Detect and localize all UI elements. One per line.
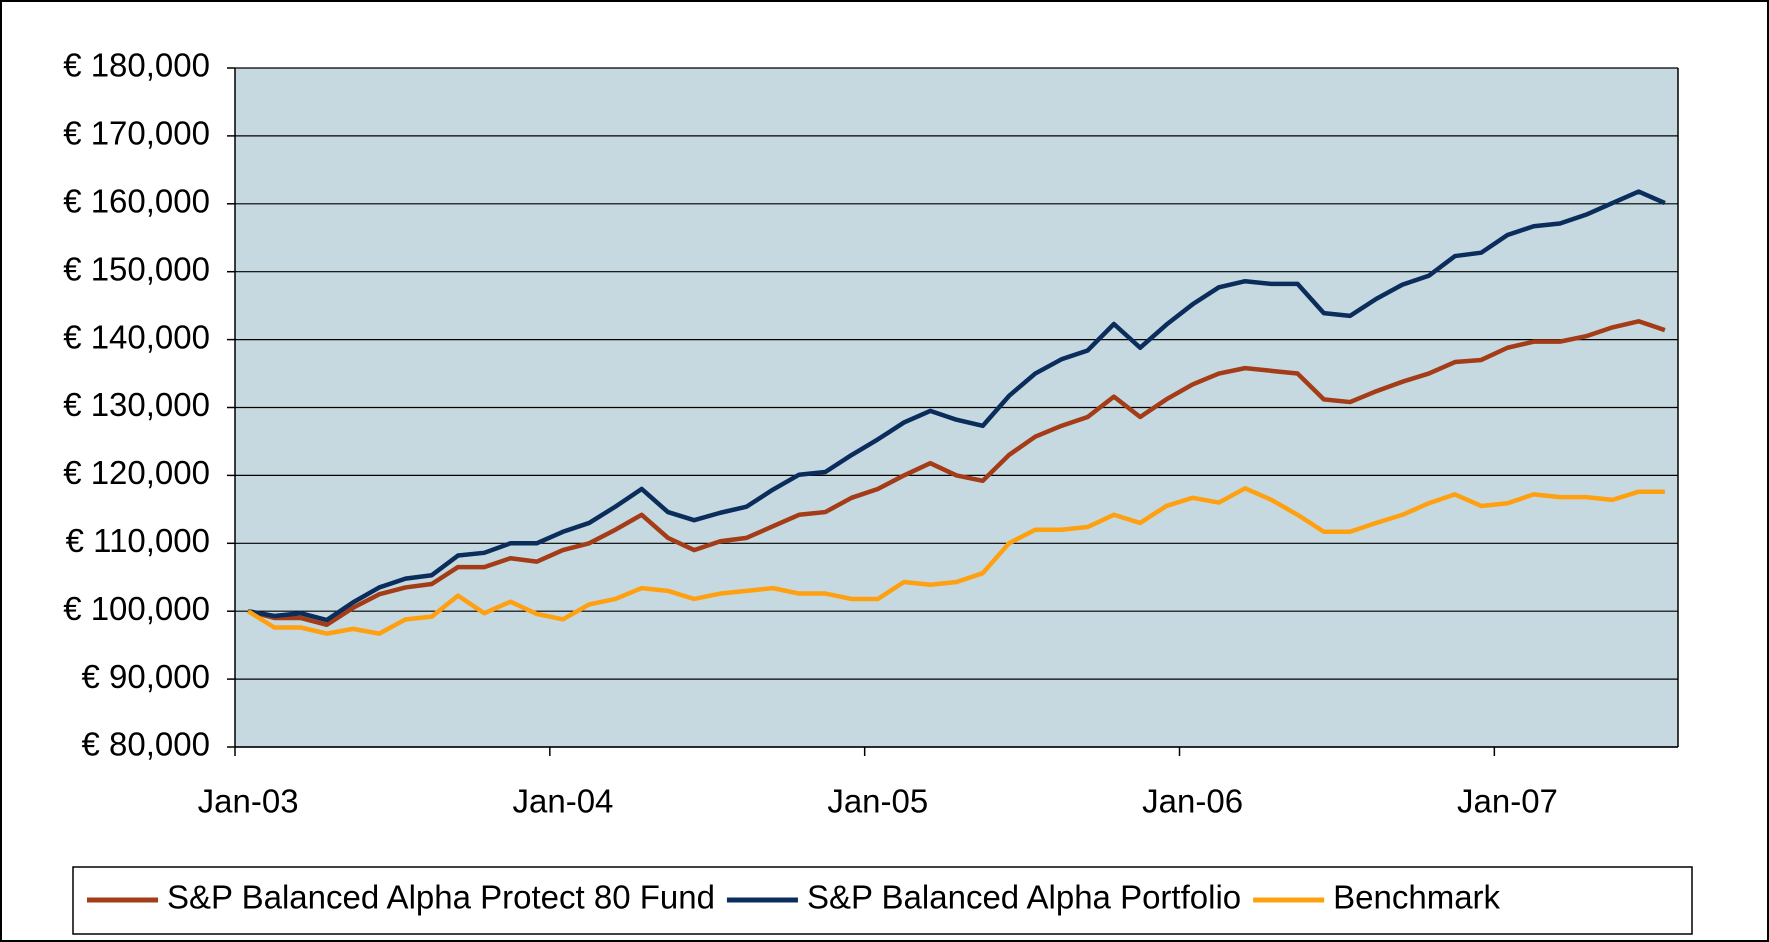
y-tick-label: € 140,000 xyxy=(63,318,210,355)
y-tick-label: € 150,000 xyxy=(63,250,210,287)
legend-label: S&P Balanced Alpha Portfolio xyxy=(807,879,1241,916)
x-tick-label: Jan-07 xyxy=(1457,783,1558,820)
y-tick-label: € 90,000 xyxy=(82,658,210,695)
x-tick-label: Jan-04 xyxy=(513,783,614,820)
y-tick-label: € 100,000 xyxy=(63,590,210,627)
x-tick-label: Jan-06 xyxy=(1142,783,1243,820)
y-tick-label: € 130,000 xyxy=(63,386,210,423)
y-tick-label: € 160,000 xyxy=(63,183,210,220)
x-tick-label: Jan-03 xyxy=(198,783,299,820)
series-line xyxy=(247,189,1666,623)
y-tick-label: € 180,000 xyxy=(63,47,210,84)
legend-label: S&P Balanced Alpha Protect 80 Fund xyxy=(167,879,715,916)
y-tick-label: € 170,000 xyxy=(63,115,210,152)
series-line xyxy=(247,319,1666,628)
x-tick-label: Jan-05 xyxy=(827,783,928,820)
legend-box xyxy=(72,866,1693,935)
y-tick-label: € 110,000 xyxy=(66,522,210,559)
y-tick-label: € 80,000 xyxy=(82,726,210,763)
legend-label: Benchmark xyxy=(1333,879,1500,916)
y-tick-label: € 120,000 xyxy=(63,454,210,491)
series-line xyxy=(246,486,1665,636)
